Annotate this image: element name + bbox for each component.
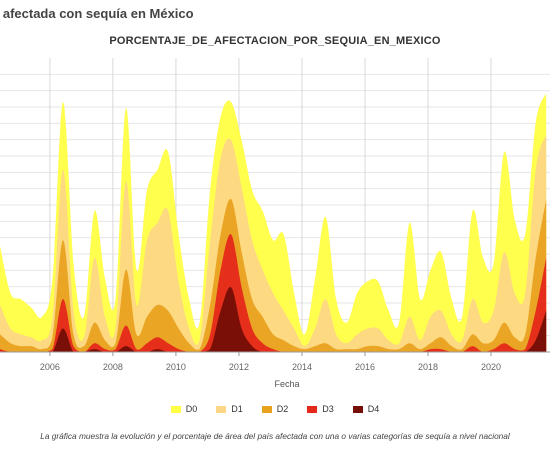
x-axis: 2006 2008 2010 2012 2014 2016 2018 2020	[0, 351, 550, 372]
legend-label: D4	[367, 404, 380, 414]
series-areas[interactable]	[0, 93, 547, 353]
legend-label: D2	[276, 404, 289, 414]
chart-caption: La gráfica muestra la evolución y el por…	[40, 431, 510, 441]
x-tick-label: 2020	[481, 362, 501, 372]
x-tick-label: 2008	[103, 362, 123, 372]
legend-item-d2[interactable]: D2	[261, 404, 289, 414]
x-tick-label: 2018	[418, 362, 438, 372]
series-area-d0[interactable]	[0, 93, 547, 353]
page-heading: a afectada con sequía en México	[0, 6, 194, 21]
x-tick-label: 2006	[40, 362, 60, 372]
x-axis-label: Fecha	[274, 379, 299, 389]
legend-swatch	[170, 405, 181, 413]
x-tick-label: 2010	[166, 362, 186, 372]
x-tick-label: 2014	[292, 362, 312, 372]
legend-item-d3[interactable]: D3	[307, 404, 334, 414]
x-tick-label: 2016	[355, 362, 375, 372]
legend-item-d4[interactable]: D4	[352, 404, 380, 414]
legend-item-d1[interactable]: D1	[216, 404, 243, 414]
x-tick-label: 2012	[229, 362, 249, 372]
legend-swatch	[261, 405, 272, 413]
legend-swatch	[352, 405, 363, 413]
legend-swatch	[216, 405, 227, 413]
chart-legend: D0 D1 D2 D3 D4	[0, 404, 550, 414]
legend-item-d0[interactable]: D0	[170, 404, 198, 414]
series-area-d2[interactable]	[0, 198, 547, 352]
chart-title: PORCENTAJE_DE_AFECTACION_POR_SEQUIA_EN_M…	[109, 35, 441, 47]
legend-swatch	[307, 405, 318, 413]
legend-label: D3	[322, 404, 334, 414]
legend-label: D0	[185, 404, 198, 414]
legend-label: D1	[231, 404, 243, 414]
